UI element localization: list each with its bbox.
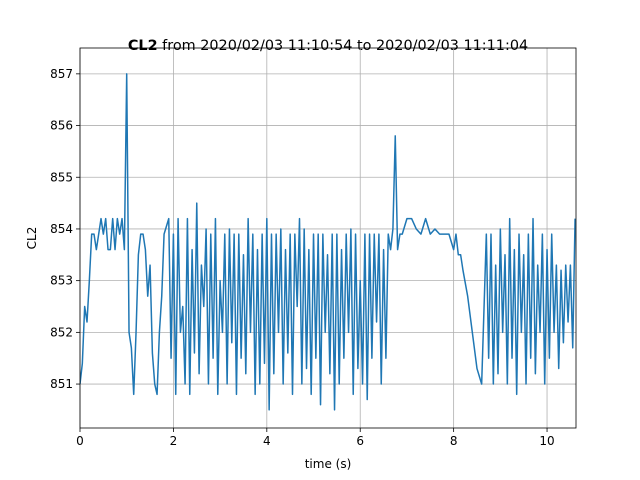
y-axis-label: CL2 [25, 227, 39, 250]
x-tick-label: 6 [356, 434, 364, 448]
x-tick-label: 0 [76, 434, 84, 448]
y-tick-label: 854 [50, 222, 73, 236]
y-tick-label: 853 [50, 274, 73, 288]
x-tick-label: 8 [450, 434, 458, 448]
y-tick-label: 855 [50, 170, 73, 184]
chart-title: CL2 from 2020/02/03 11:10:54 to 2020/02/… [128, 38, 528, 54]
y-tick-label: 852 [50, 325, 73, 339]
x-tick-label: 10 [539, 434, 554, 448]
title-bold: CL2 [128, 38, 158, 54]
x-tick-label: 2 [170, 434, 178, 448]
plot-frame [79, 47, 577, 429]
x-tick-label: 4 [263, 434, 271, 448]
y-tick-label: 851 [50, 377, 73, 391]
x-axis-label: time (s) [305, 457, 352, 471]
y-tick-label: 857 [50, 67, 73, 81]
y-tick-label: 856 [50, 119, 73, 133]
line [80, 73, 576, 411]
title-rest: from 2020/02/03 11:10:54 to 2020/02/03 1… [162, 38, 528, 54]
